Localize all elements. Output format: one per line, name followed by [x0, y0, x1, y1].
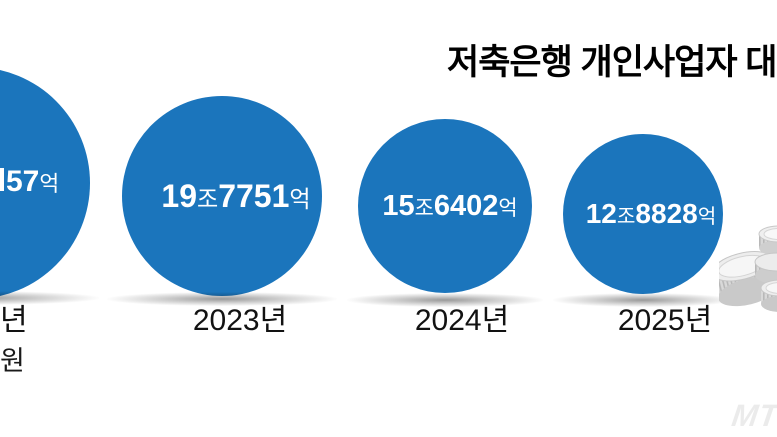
value-unit: 억: [289, 186, 311, 212]
value-number: 19: [161, 178, 197, 214]
bubble-2025: [563, 134, 723, 294]
value-unit: 조: [197, 186, 219, 212]
value-unit: 조: [616, 206, 636, 228]
bubble-2023: [122, 96, 322, 296]
bubble-2023-shadow: [107, 292, 337, 306]
press-watermark: MT: [729, 398, 777, 433]
value-number: 15: [382, 190, 415, 222]
value-number: 7751: [218, 178, 290, 214]
year-label-2024: 2024년: [414, 304, 510, 337]
bubble-2024: [358, 119, 532, 293]
bubble-2022-value: 57억: [6, 167, 59, 197]
bubble-2025-shadow: [553, 293, 733, 307]
bubble-2024-value: 15조6402억: [382, 192, 517, 221]
year-label-2025: 2025년: [617, 304, 713, 337]
coin-stack-illustration: [719, 225, 777, 312]
value-number: 8828: [635, 198, 698, 229]
bubble-2025-value: 12조8828억: [586, 200, 717, 228]
cut-digit-fragment: [0, 168, 4, 191]
chart-title: 저축은행 개인사업자 대: [447, 43, 777, 82]
value-number: 12: [585, 198, 617, 229]
year-label-2022: 년: [0, 304, 28, 337]
bubble-2024-shadow: [347, 293, 543, 307]
value-unit: 조: [414, 197, 434, 220]
value-number: 6402: [433, 190, 499, 222]
bubble-2022-shadow: [0, 291, 99, 305]
bubble-2023-value: 19조7751억: [161, 180, 310, 212]
footnote-unit-partial: 원: [0, 346, 25, 376]
value-unit: 억: [498, 197, 518, 220]
year-label-2023: 2023년: [192, 304, 288, 337]
value-number: 57: [6, 165, 40, 198]
value-unit: 억: [39, 171, 60, 196]
value-unit: 억: [697, 206, 717, 228]
